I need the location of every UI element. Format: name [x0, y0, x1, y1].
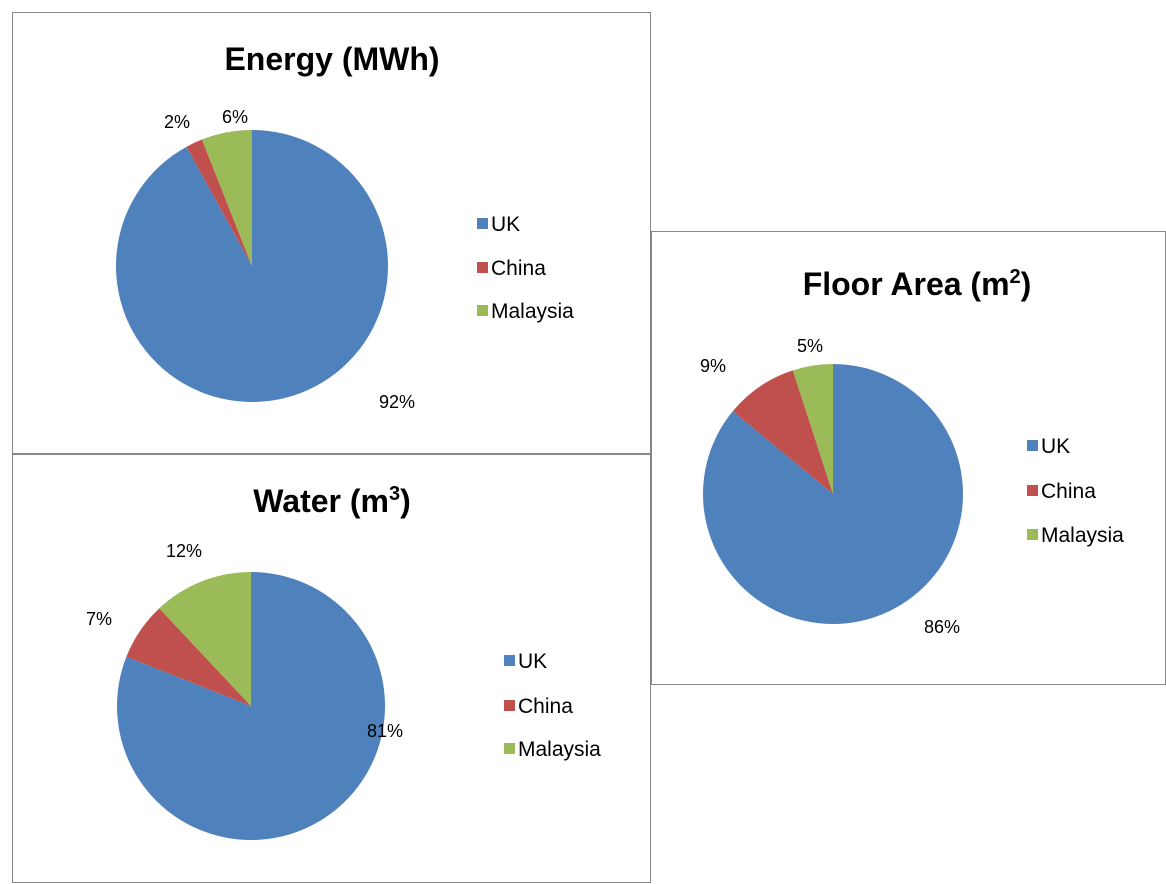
pie-slice-china	[186, 139, 252, 266]
chart-title-superscript: 3	[389, 483, 400, 505]
data-label-malaysia: 12%	[166, 541, 202, 561]
pie-slice-china	[126, 608, 251, 706]
chart-title-suffix: )	[400, 483, 411, 519]
legend-swatch-malaysia	[1027, 529, 1038, 540]
data-label-china: 9%	[700, 356, 726, 376]
legend-label-china: China	[518, 695, 573, 718]
water-pie-chart: Water (m3) 81% 7% 12% UK China Malaysia	[86, 483, 601, 840]
data-label-uk: 86%	[924, 617, 960, 637]
chart-title-superscript: 2	[1010, 266, 1021, 288]
legend-swatch-uk	[1027, 440, 1038, 451]
pie-slice-malaysia	[201, 130, 252, 266]
legend-label-uk: UK	[1041, 435, 1070, 458]
chart-title-text: Water (m	[253, 483, 389, 519]
energy-pie-chart: Energy (MWh) 92% 2% 6% UK China Malaysia	[116, 41, 574, 412]
legend: UK China Malaysia	[1027, 435, 1124, 547]
legend-swatch-uk	[477, 218, 488, 229]
water-chart-panel: Water (m3) 81% 7% 12% UK China Malaysia	[12, 454, 651, 883]
data-label-uk: 81%	[367, 721, 403, 741]
chart-title: Floor Area (m2)	[803, 266, 1032, 302]
legend-label-china: China	[1041, 480, 1096, 503]
legend-label-malaysia: Malaysia	[491, 300, 574, 323]
legend-swatch-malaysia	[477, 305, 488, 316]
legend-label-malaysia: Malaysia	[1041, 524, 1124, 547]
legend-label-uk: UK	[518, 650, 547, 673]
chart-title: Water (m3)	[253, 483, 411, 519]
data-label-malaysia: 5%	[797, 336, 823, 356]
legend: UK China Malaysia	[477, 213, 574, 323]
pie-slice-malaysia	[159, 572, 251, 706]
legend-swatch-china	[504, 700, 515, 711]
data-label-china: 7%	[86, 609, 112, 629]
legend: UK China Malaysia	[504, 650, 601, 761]
legend-swatch-malaysia	[504, 743, 515, 754]
legend-label-uk: UK	[491, 213, 520, 236]
data-label-china: 2%	[164, 112, 190, 132]
legend-swatch-china	[1027, 485, 1038, 496]
chart-title-text: Floor Area (m	[803, 266, 1010, 302]
pie-slice-china	[732, 370, 833, 494]
legend-swatch-china	[477, 262, 488, 273]
legend-label-china: China	[491, 257, 546, 280]
legend-swatch-uk	[504, 655, 515, 666]
floor-area-pie-chart: Floor Area (m2) 86% 9% 5% UK China Malay…	[700, 266, 1124, 637]
data-label-uk: 92%	[379, 392, 415, 412]
chart-title: Energy (MWh)	[224, 41, 439, 77]
pie-slice-malaysia	[792, 364, 833, 494]
legend-label-malaysia: Malaysia	[518, 738, 601, 761]
chart-title-text: Energy (MWh)	[224, 41, 439, 77]
chart-title-suffix: )	[1021, 266, 1032, 302]
energy-chart-panel: Energy (MWh) 92% 2% 6% UK China Malaysia	[12, 12, 651, 454]
data-label-malaysia: 6%	[222, 107, 248, 127]
floor-area-chart-panel: Floor Area (m2) 86% 9% 5% UK China Malay…	[651, 231, 1166, 685]
